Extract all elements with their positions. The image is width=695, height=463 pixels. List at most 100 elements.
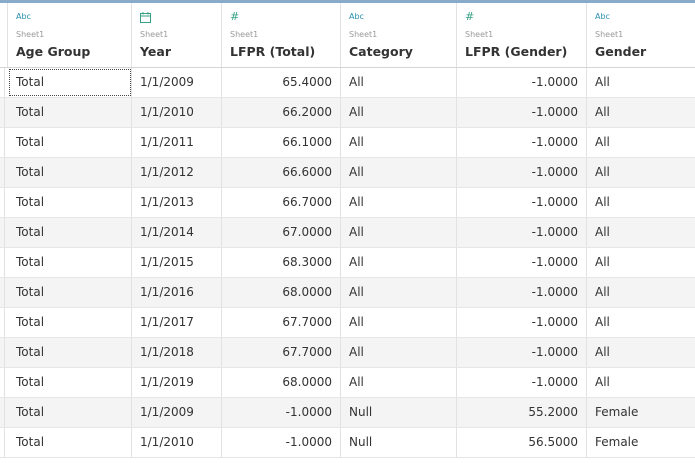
row-marker: [0, 128, 5, 157]
table-cell-category[interactable]: All: [341, 128, 457, 157]
table-cell-category[interactable]: All: [341, 68, 457, 97]
column-source: Sheet1: [16, 30, 45, 39]
table-cell-lfpr-total[interactable]: 68.0000: [222, 278, 341, 307]
table-cell-year[interactable]: 1/1/2019: [132, 368, 222, 397]
table-cell-year[interactable]: 1/1/2012: [132, 158, 222, 187]
table-cell-lfpr-gender[interactable]: -1.0000: [457, 278, 587, 307]
column-source: Sheet1: [230, 30, 259, 39]
table-cell-lfpr-total[interactable]: 66.7000: [222, 188, 341, 217]
table-cell-lfpr-total[interactable]: 65.4000: [222, 68, 341, 97]
table-cell-lfpr-total[interactable]: 66.6000: [222, 158, 341, 187]
table-cell-category[interactable]: All: [341, 98, 457, 127]
table-cell-lfpr-gender[interactable]: 55.2000: [457, 398, 587, 427]
table-cell-lfpr-gender[interactable]: -1.0000: [457, 158, 587, 187]
column-header-lfpr-total[interactable]: # Sheet1 LFPR (Total): [222, 3, 341, 67]
table-cell-lfpr-gender[interactable]: -1.0000: [457, 128, 587, 157]
table-cell-age-group[interactable]: Total: [8, 158, 132, 187]
table-cell-category[interactable]: All: [341, 158, 457, 187]
table-cell-age-group[interactable]: Total: [8, 338, 132, 367]
table-cell-category[interactable]: Null: [341, 428, 457, 457]
table-cell-age-group[interactable]: Total: [8, 68, 132, 97]
table-cell-gender[interactable]: All: [595, 345, 610, 359]
table-row: Total 1/1/2009 -1.0000 Null 55.2000 Fema…: [0, 398, 695, 428]
column-header-category[interactable]: Abc Sheet1 Category: [341, 3, 457, 67]
table-cell-gender[interactable]: All: [595, 225, 610, 239]
column-header-lfpr-gender[interactable]: # Sheet1 LFPR (Gender): [457, 3, 587, 67]
table-cell-year[interactable]: 1/1/2010: [132, 428, 222, 457]
table-cell-lfpr-total[interactable]: 67.0000: [222, 218, 341, 247]
table-cell-year[interactable]: 1/1/2015: [132, 248, 222, 277]
table-cell-lfpr-gender[interactable]: -1.0000: [457, 248, 587, 277]
table-cell-lfpr-total[interactable]: 67.7000: [222, 338, 341, 367]
table-cell-lfpr-gender[interactable]: 56.5000: [457, 428, 587, 457]
table-cell-year[interactable]: 1/1/2010: [132, 98, 222, 127]
table-cell-age-group[interactable]: Total: [8, 248, 132, 277]
table-cell-year[interactable]: 1/1/2018: [132, 338, 222, 367]
table-row: Total 1/1/2012 66.6000 All -1.0000 All: [0, 158, 695, 188]
table-row: Total 1/1/2014 67.0000 All -1.0000 All: [0, 218, 695, 248]
column-header-year[interactable]: Sheet1 Year: [132, 3, 222, 67]
table-cell-year[interactable]: 1/1/2017: [132, 308, 222, 337]
table-cell-lfpr-gender[interactable]: -1.0000: [457, 188, 587, 217]
table-cell-lfpr-total[interactable]: 68.0000: [222, 368, 341, 397]
column-header-age-group[interactable]: Abc Sheet1 Age Group: [8, 3, 132, 67]
table-cell-age-group[interactable]: Total: [8, 308, 132, 337]
table-cell-gender[interactable]: Female: [595, 405, 639, 419]
grid-top-accent: [0, 0, 695, 3]
number-type-icon[interactable]: #: [465, 10, 475, 23]
table-cell-lfpr-total[interactable]: 66.1000: [222, 128, 341, 157]
table-cell-lfpr-gender[interactable]: -1.0000: [457, 308, 587, 337]
column-name: LFPR (Total): [230, 44, 316, 59]
table-cell-lfpr-total[interactable]: 67.7000: [222, 308, 341, 337]
table-cell-category[interactable]: All: [341, 368, 457, 397]
table-cell-gender[interactable]: All: [595, 165, 610, 179]
table-cell-lfpr-gender[interactable]: -1.0000: [457, 338, 587, 367]
table-cell-category[interactable]: All: [341, 308, 457, 337]
string-type-icon[interactable]: Abc: [16, 12, 31, 21]
table-cell-category[interactable]: All: [341, 338, 457, 367]
table-cell-year[interactable]: 1/1/2013: [132, 188, 222, 217]
table-cell-year[interactable]: 1/1/2009: [132, 68, 222, 97]
table-cell-gender[interactable]: All: [595, 375, 610, 389]
table-cell-year[interactable]: 1/1/2009: [132, 398, 222, 427]
table-cell-age-group[interactable]: Total: [8, 128, 132, 157]
table-cell-age-group[interactable]: Total: [8, 278, 132, 307]
table-cell-gender[interactable]: All: [595, 75, 610, 89]
table-cell-gender[interactable]: All: [595, 195, 610, 209]
table-cell-gender[interactable]: All: [595, 135, 610, 149]
table-row: Total 1/1/2016 68.0000 All -1.0000 All: [0, 278, 695, 308]
table-cell-gender[interactable]: All: [595, 255, 610, 269]
table-cell-age-group[interactable]: Total: [8, 398, 132, 427]
table-cell-category[interactable]: Null: [341, 398, 457, 427]
table-cell-category[interactable]: All: [341, 278, 457, 307]
table-cell-year[interactable]: 1/1/2014: [132, 218, 222, 247]
table-cell-lfpr-gender[interactable]: -1.0000: [457, 98, 587, 127]
table-cell-lfpr-total[interactable]: -1.0000: [222, 398, 341, 427]
table-cell-category[interactable]: All: [341, 248, 457, 277]
table-cell-gender[interactable]: All: [595, 285, 610, 299]
table-cell-category[interactable]: All: [341, 218, 457, 247]
table-cell-lfpr-total[interactable]: 66.2000: [222, 98, 341, 127]
table-cell-lfpr-gender[interactable]: -1.0000: [457, 68, 587, 97]
table-row: Total 1/1/2017 67.7000 All -1.0000 All: [0, 308, 695, 338]
table-cell-year[interactable]: 1/1/2011: [132, 128, 222, 157]
table-cell-gender[interactable]: Female: [595, 435, 639, 449]
table-cell-lfpr-gender[interactable]: -1.0000: [457, 218, 587, 247]
table-cell-gender[interactable]: All: [595, 315, 610, 329]
table-cell-category[interactable]: All: [341, 188, 457, 217]
table-cell-age-group[interactable]: Total: [8, 368, 132, 397]
string-type-icon[interactable]: Abc: [349, 12, 364, 21]
calendar-date-icon[interactable]: [140, 12, 151, 23]
table-cell-lfpr-gender[interactable]: -1.0000: [457, 368, 587, 397]
table-cell-gender[interactable]: All: [595, 105, 610, 119]
table-cell-age-group[interactable]: Total: [8, 218, 132, 247]
table-cell-year[interactable]: 1/1/2016: [132, 278, 222, 307]
table-cell-age-group[interactable]: Total: [8, 428, 132, 457]
table-cell-lfpr-total[interactable]: 68.3000: [222, 248, 341, 277]
string-type-icon[interactable]: Abc: [595, 12, 610, 21]
table-cell-age-group[interactable]: Total: [8, 188, 132, 217]
table-cell-lfpr-total[interactable]: -1.0000: [222, 428, 341, 457]
table-cell-age-group[interactable]: Total: [8, 98, 132, 127]
column-header-gender[interactable]: Abc Sheet1 Gender: [587, 3, 695, 67]
number-type-icon[interactable]: #: [230, 10, 240, 23]
